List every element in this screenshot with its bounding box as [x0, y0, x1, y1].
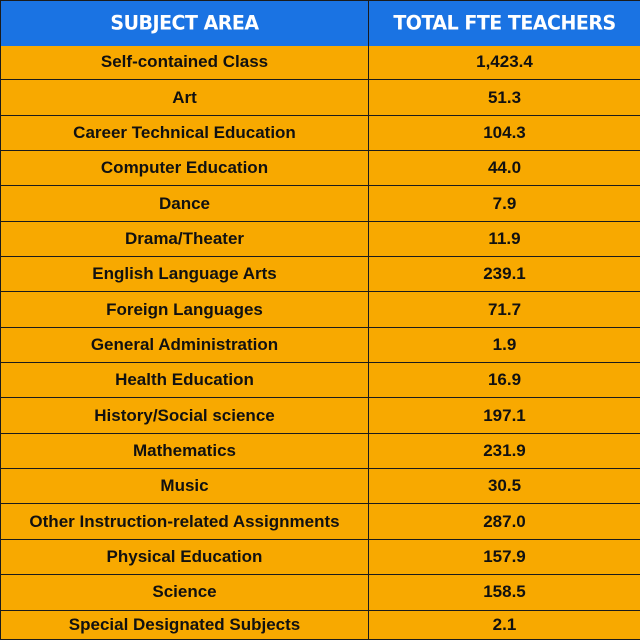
table-row: Self-contained Class 1,423.4	[0, 43, 640, 81]
total-cell: 239.1	[368, 256, 640, 293]
table-row: General Administration 1.9	[0, 326, 640, 364]
subject-cell: Other Instruction-related Assignments	[0, 503, 369, 540]
subject-cell: Science	[0, 574, 369, 611]
subject-cell: Physical Education	[0, 538, 369, 576]
table-row: Science 158.5	[0, 574, 640, 611]
subject-cell: Self-contained Class	[0, 43, 369, 81]
total-cell: 2.1	[368, 609, 640, 640]
subject-cell: General Administration	[0, 326, 369, 364]
total-cell: 158.5	[368, 574, 640, 611]
subject-cell: Drama/Theater	[0, 220, 369, 258]
total-cell: 157.9	[368, 538, 640, 576]
table-row: History/Social science 197.1	[0, 397, 640, 434]
table-row: Computer Education 44.0	[0, 150, 640, 187]
subject-cell: Computer Education	[0, 150, 369, 187]
total-cell: 287.0	[368, 503, 640, 540]
table-row: Foreign Languages 71.7	[0, 291, 640, 328]
subject-cell: History/Social science	[0, 397, 369, 434]
total-cell: 1,423.4	[368, 43, 640, 81]
total-cell: 44.0	[368, 150, 640, 187]
subject-cell: Special Designated Subjects	[0, 609, 369, 640]
total-cell: 30.5	[368, 468, 640, 505]
table-header: SUBJECT AREA TOTAL FTE TEACHERS	[0, 0, 640, 47]
subject-cell: English Language Arts	[0, 256, 369, 293]
table-row: Music 30.5	[0, 468, 640, 505]
subject-cell: Career Technical Education	[0, 114, 369, 152]
total-cell: 51.3	[368, 79, 640, 116]
subject-cell: Dance	[0, 185, 369, 222]
total-cell: 197.1	[368, 397, 640, 434]
table-row: Dance 7.9	[0, 185, 640, 222]
header-row: SUBJECT AREA TOTAL FTE TEACHERS	[0, 0, 640, 47]
table-row: English Language Arts 239.1	[0, 256, 640, 293]
total-cell: 16.9	[368, 362, 640, 399]
subject-cell: Art	[0, 79, 369, 116]
total-cell: 1.9	[368, 326, 640, 364]
subject-cell: Music	[0, 468, 369, 505]
total-cell: 71.7	[368, 291, 640, 328]
subject-cell: Health Education	[0, 362, 369, 399]
table-row: Art 51.3	[0, 79, 640, 116]
table-row: Other Instruction-related Assignments 28…	[0, 503, 640, 540]
total-cell: 104.3	[368, 114, 640, 152]
total-fte-header: TOTAL FTE TEACHERS	[368, 0, 640, 47]
subject-cell: Foreign Languages	[0, 291, 369, 328]
table-row: Career Technical Education 104.3	[0, 114, 640, 152]
table-row: Health Education 16.9	[0, 362, 640, 399]
table-row: Mathematics 231.9	[0, 432, 640, 470]
table-body: Self-contained Class 1,423.4 Art 51.3 Ca…	[0, 43, 640, 640]
subject-cell: Mathematics	[0, 432, 369, 470]
table-row: Drama/Theater 11.9	[0, 220, 640, 258]
total-cell: 231.9	[368, 432, 640, 470]
table-row: Special Designated Subjects 2.1	[0, 609, 640, 640]
total-cell: 7.9	[368, 185, 640, 222]
total-cell: 11.9	[368, 220, 640, 258]
subject-area-header: SUBJECT AREA	[0, 0, 369, 47]
table-row: Physical Education 157.9	[0, 538, 640, 576]
